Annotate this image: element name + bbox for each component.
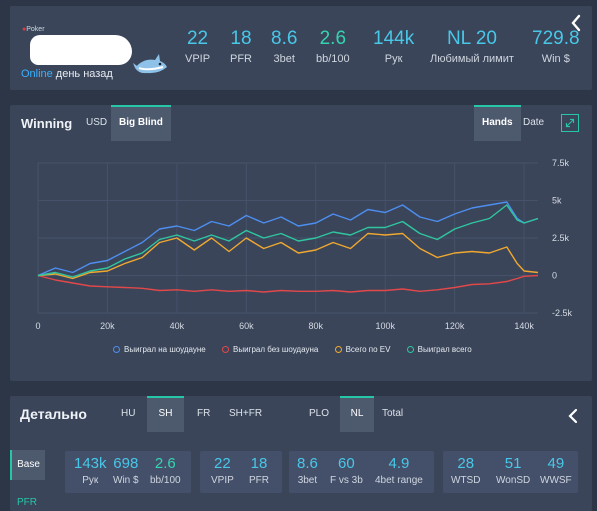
- stat-wonsd: 51 WonSD: [496, 455, 531, 486]
- series-line-1: [37, 274, 539, 293]
- y-tick-label: 2.5k: [552, 233, 570, 243]
- detail-card: Детально HU SH FR SH+FR PLO NL Total Bas…: [10, 396, 592, 511]
- detail-title: Детально: [20, 406, 87, 422]
- redacted-username: [30, 35, 132, 65]
- stat-favorite-limit: NL 20 Любимый лимит: [430, 28, 514, 65]
- stat-bb100: 2.6 bb/100: [150, 455, 181, 486]
- legend-item-ev[interactable]: Всего по EV: [334, 345, 390, 354]
- tab-sh-fr[interactable]: SH+FR: [229, 408, 263, 419]
- winning-title: Winning: [21, 116, 73, 131]
- stat-vpip: 22 VPIP: [211, 455, 234, 486]
- stat-group-hands: 143k Рук 698 Win $ 2.6 bb/100: [65, 451, 191, 493]
- x-tick-label: 120k: [445, 321, 465, 331]
- x-tick-label: 100k: [375, 321, 395, 331]
- stat-wwsf: 49 WWSF: [540, 455, 572, 486]
- site-logo: ●Poker: [22, 26, 45, 33]
- tab-nl[interactable]: NL: [340, 396, 374, 432]
- chevron-left-icon[interactable]: [570, 14, 582, 32]
- x-tick-label: 40k: [170, 321, 185, 331]
- x-tick-label: 140k: [514, 321, 534, 331]
- stat-group-preflop: 22 VPIP 18 PFR: [200, 451, 282, 493]
- stat-group-3bet: 8.6 3bet 60 F vs 3b 4.9 4bet range: [289, 451, 434, 493]
- legend-item-showdown[interactable]: Выиграл на шоудауне: [113, 345, 206, 354]
- stat-pfr: 18 PFR: [230, 28, 252, 65]
- stat-3bet: 8.6 3bet: [271, 28, 298, 65]
- y-tick-label: 7.5k: [552, 158, 570, 168]
- online-status: Online день назад: [21, 68, 113, 80]
- tab-fr[interactable]: FR: [197, 408, 211, 419]
- x-tick-label: 0: [35, 321, 40, 331]
- tab-hands[interactable]: Hands: [474, 105, 521, 141]
- stat-vpip: 22 VPIP: [185, 28, 211, 65]
- stat-hands: 143k Рук: [74, 455, 107, 486]
- stat-3bet: 8.6 3bet: [297, 455, 318, 486]
- stat-bb100: 2.6 bb/100: [316, 28, 350, 65]
- base-tab[interactable]: Base: [10, 450, 45, 480]
- x-tick-label: 80k: [309, 321, 324, 331]
- online-label: Online: [21, 68, 53, 80]
- pfr-section-label: PFR: [17, 497, 37, 508]
- last-seen-label: день назад: [55, 68, 113, 80]
- chart-legend: Выиграл на шоудауне Выиграл без шоудауна…: [113, 345, 486, 354]
- tab-total[interactable]: Total: [382, 408, 404, 419]
- series-line-2: [37, 232, 539, 280]
- tab-plo[interactable]: PLO: [309, 408, 330, 419]
- shark-icon: [133, 54, 167, 74]
- stat-wtsd: 28 WTSD: [451, 455, 481, 486]
- chevron-left-icon[interactable]: [568, 408, 578, 424]
- stat-win-dollars: 729.8 Win $: [532, 28, 580, 65]
- stat-4bet-range: 4.9 4bet range: [375, 455, 423, 486]
- series-line-3: [37, 204, 539, 278]
- winnings-line-chart: 0 20k 40k 60k 80k 100k 120k 140k 7.5k 5k 2.5k 0 -2.…: [35, 158, 573, 331]
- stat-hands: 144k Рук: [373, 28, 415, 65]
- x-tick-label: 20k: [100, 321, 115, 331]
- x-tick-label: 60k: [239, 321, 254, 331]
- stat-pfr: 18 PFR: [249, 455, 269, 486]
- y-tick-label: 0: [552, 271, 557, 281]
- tab-usd[interactable]: USD: [86, 117, 108, 128]
- series-line-0: [37, 201, 539, 277]
- y-tick-label: 5k: [552, 196, 562, 206]
- legend-item-total[interactable]: Выиграл всего: [406, 345, 472, 354]
- y-tick-label: -2.5k: [552, 308, 573, 318]
- expand-icon[interactable]: [561, 114, 579, 132]
- tab-hu[interactable]: HU: [121, 408, 136, 419]
- tab-big-blind[interactable]: Big Blind: [111, 105, 171, 141]
- stat-group-showdown: 28 WTSD 51 WonSD 49 WWSF: [443, 451, 578, 493]
- winning-card: Winning USD Big Blind Hands Date 0 20k 40k…: [10, 105, 592, 381]
- profile-card: ●Poker Online день назад 22 VPIP 18 PFR 8.6…: [10, 6, 592, 90]
- legend-item-non-showdown[interactable]: Выиграл без шоудауна: [222, 345, 318, 354]
- stat-fold-vs-3bet: 60 F vs 3b: [330, 455, 363, 486]
- stat-win-dollars: 698 Win $: [113, 455, 139, 486]
- tab-sh[interactable]: SH: [147, 396, 184, 432]
- tab-date[interactable]: Date: [523, 117, 545, 128]
